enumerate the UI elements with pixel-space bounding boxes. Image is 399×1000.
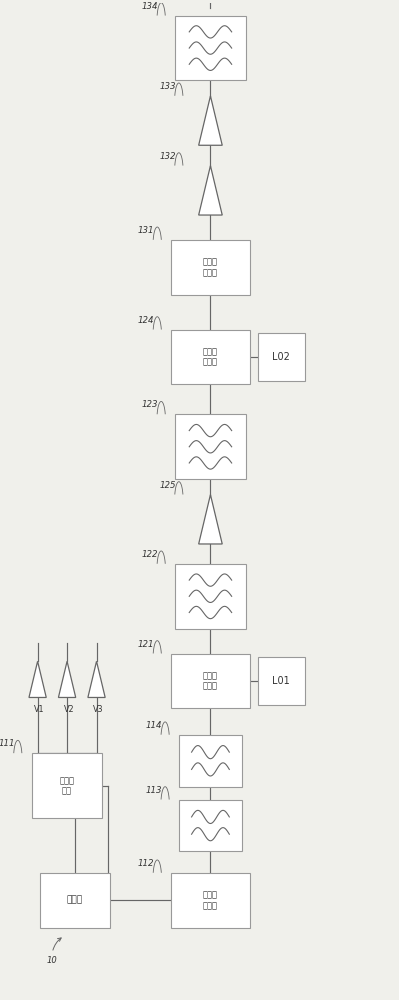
FancyBboxPatch shape (175, 564, 246, 629)
Polygon shape (88, 661, 105, 697)
Polygon shape (199, 96, 222, 145)
Text: 第一次
混频器: 第一次 混频器 (203, 891, 218, 910)
FancyBboxPatch shape (171, 654, 250, 708)
Text: L02: L02 (272, 352, 290, 362)
Text: 第一次
混频器: 第一次 混频器 (203, 258, 218, 277)
FancyBboxPatch shape (175, 414, 246, 479)
Text: V3: V3 (93, 705, 104, 714)
Text: 112: 112 (138, 859, 154, 868)
FancyBboxPatch shape (179, 800, 242, 851)
Text: 对数控
制器: 对数控 制器 (59, 776, 75, 795)
Text: 第一次
混频器: 第一次 混频器 (203, 671, 218, 691)
Text: 121: 121 (138, 640, 154, 649)
FancyBboxPatch shape (258, 333, 305, 381)
FancyBboxPatch shape (171, 240, 250, 295)
Text: 第二次
混频器: 第二次 混频器 (203, 347, 218, 367)
Polygon shape (199, 495, 222, 544)
Text: 132: 132 (159, 152, 176, 161)
Text: 122: 122 (142, 550, 158, 559)
Polygon shape (29, 661, 46, 697)
FancyBboxPatch shape (40, 873, 110, 928)
Text: 功分器: 功分器 (67, 896, 83, 905)
FancyBboxPatch shape (171, 873, 250, 928)
FancyBboxPatch shape (179, 735, 242, 787)
Text: L01: L01 (272, 676, 290, 686)
Text: 131: 131 (138, 226, 154, 235)
Text: 114: 114 (146, 721, 162, 730)
Text: 124: 124 (138, 316, 154, 325)
Text: 111: 111 (0, 739, 15, 748)
Text: 123: 123 (142, 400, 158, 409)
Text: V2: V2 (64, 705, 74, 714)
Polygon shape (58, 661, 76, 697)
FancyBboxPatch shape (32, 753, 103, 818)
FancyBboxPatch shape (171, 330, 250, 384)
Text: 134: 134 (142, 2, 158, 11)
Text: 133: 133 (159, 82, 176, 91)
Polygon shape (199, 166, 222, 215)
Text: 10: 10 (47, 938, 61, 965)
Text: 113: 113 (146, 786, 162, 795)
Text: V1: V1 (34, 705, 45, 714)
FancyBboxPatch shape (258, 657, 305, 705)
FancyBboxPatch shape (175, 16, 246, 80)
Text: 125: 125 (159, 481, 176, 490)
